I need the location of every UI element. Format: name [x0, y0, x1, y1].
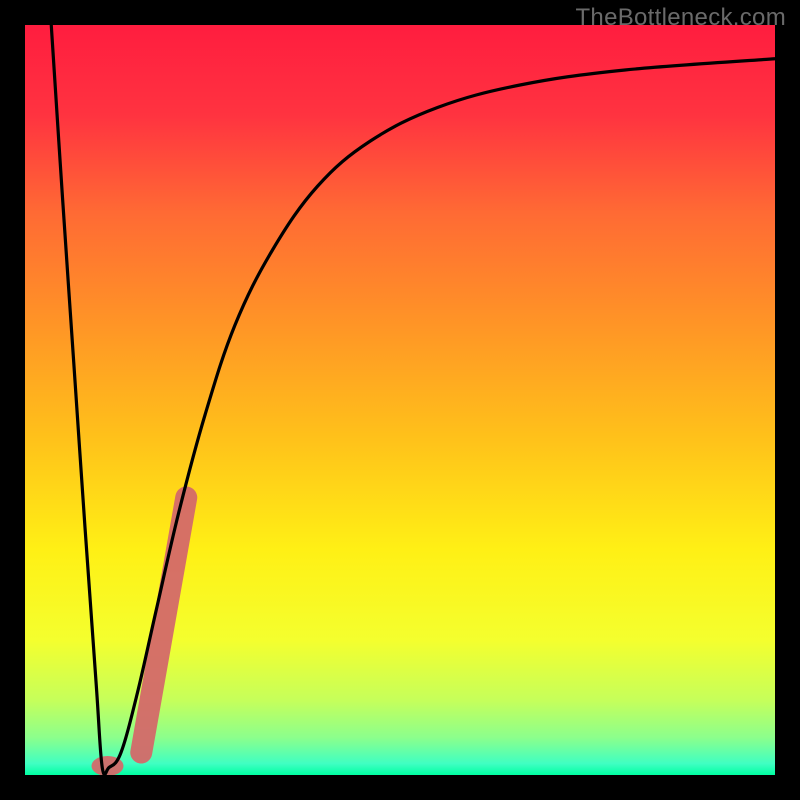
watermark-text: TheBottleneck.com — [575, 4, 786, 32]
chart-svg — [25, 25, 775, 775]
highlight-band — [141, 498, 186, 753]
chart-root: TheBottleneck.com — [0, 0, 800, 800]
plot-area — [25, 25, 775, 775]
